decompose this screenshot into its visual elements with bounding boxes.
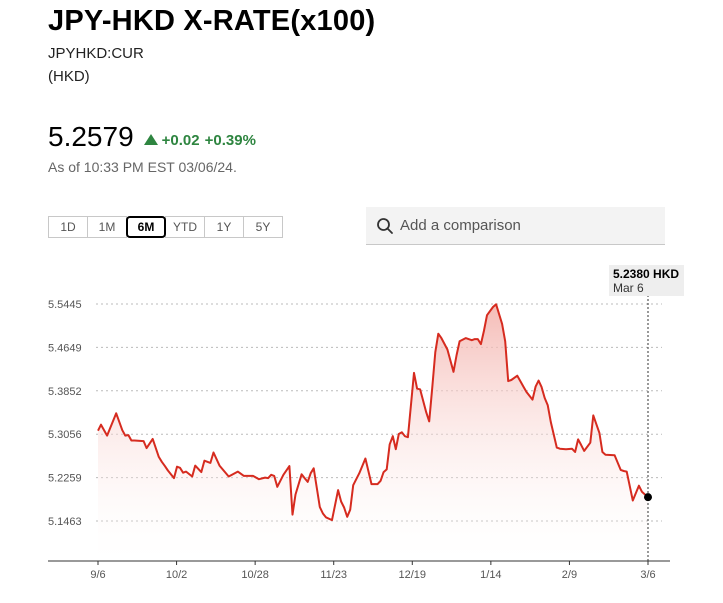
x-tick-label: 11/23 bbox=[320, 569, 347, 581]
x-tick-label: 12/19 bbox=[399, 569, 427, 581]
range-1y-button[interactable]: 1Y bbox=[204, 216, 244, 238]
y-tick-label: 5.3056 bbox=[48, 429, 82, 441]
y-tick-label: 5.3852 bbox=[48, 386, 82, 398]
range-ytd-button[interactable]: YTD bbox=[165, 216, 205, 238]
comparison-search[interactable]: Add a comparison bbox=[366, 207, 665, 245]
last-price: 5.2579 bbox=[48, 121, 134, 152]
price-line bbox=[97, 303, 649, 522]
x-tick-label: 10/28 bbox=[241, 569, 269, 581]
x-tick-label: 1/14 bbox=[480, 569, 501, 581]
page-title: JPY-HKD X-RATE(x100) bbox=[48, 5, 376, 37]
y-tick-label: 5.4649 bbox=[48, 342, 82, 354]
price-area bbox=[98, 304, 648, 561]
range-5y-button[interactable]: 5Y bbox=[243, 216, 283, 238]
x-tick-label: 2/9 bbox=[562, 569, 577, 581]
change-percent: +0.39% bbox=[204, 132, 256, 149]
currency-label: (HKD) bbox=[48, 68, 90, 85]
as-of-timestamp: As of 10:33 PM EST 03/06/24. bbox=[48, 159, 237, 175]
ticker-symbol: JPYHKD:CUR bbox=[48, 45, 144, 62]
range-selector: 1D 1M 6M YTD 1Y 5Y bbox=[48, 216, 283, 238]
x-tick-label: 3/6 bbox=[640, 569, 655, 581]
range-1m-button[interactable]: 1M bbox=[87, 216, 127, 238]
triangle-up-icon bbox=[143, 134, 158, 145]
comparison-placeholder: Add a comparison bbox=[400, 217, 521, 234]
price-tooltip: 5.2380 HKD Mar 6 bbox=[609, 265, 684, 296]
change-value: +0.02 bbox=[161, 132, 200, 149]
price-chart[interactable]: 5.5445 5.4649 5.3852 5.3056 5.2259 5.1463 9/6… bbox=[0, 255, 723, 603]
x-tick-label: 9/6 bbox=[90, 569, 105, 581]
search-icon bbox=[377, 217, 393, 234]
y-tick-label: 5.2259 bbox=[48, 473, 82, 485]
y-tick-label: 5.5445 bbox=[48, 299, 82, 311]
quote-row: 5.2579 +0.02 +0.39% bbox=[48, 121, 256, 153]
price-change: +0.02 +0.39% bbox=[143, 132, 256, 149]
last-point-marker bbox=[644, 493, 652, 502]
x-tick-label: 10/2 bbox=[166, 569, 187, 581]
tooltip-value: 5.2380 HKD bbox=[613, 267, 679, 281]
tooltip-date: Mar 6 bbox=[613, 281, 644, 295]
y-tick-label: 5.1463 bbox=[48, 516, 82, 528]
range-6m-button[interactable]: 6M bbox=[126, 216, 166, 238]
range-1d-button[interactable]: 1D bbox=[48, 216, 88, 238]
